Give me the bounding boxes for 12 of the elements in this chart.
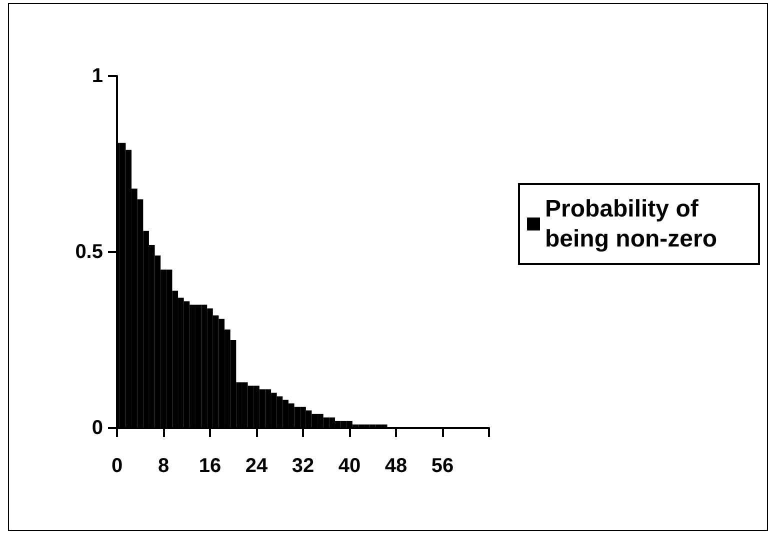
y-tick-label: 1: [92, 65, 103, 87]
y-tick-label: 0: [92, 417, 103, 439]
x-tick-label: 32: [292, 455, 314, 477]
x-tick-label: 0: [111, 455, 123, 477]
x-tick-label: 16: [198, 455, 222, 477]
x-tick-label: 40: [338, 455, 361, 477]
x-tick-label: 24: [245, 455, 268, 477]
x-tick-label: 56: [431, 455, 454, 477]
x-tick-label: 48: [384, 455, 408, 477]
legend-label: Probability of being non-zero: [545, 196, 717, 252]
y-tick-label: 0.5: [75, 241, 103, 263]
x-tick-label: 8: [158, 455, 170, 477]
